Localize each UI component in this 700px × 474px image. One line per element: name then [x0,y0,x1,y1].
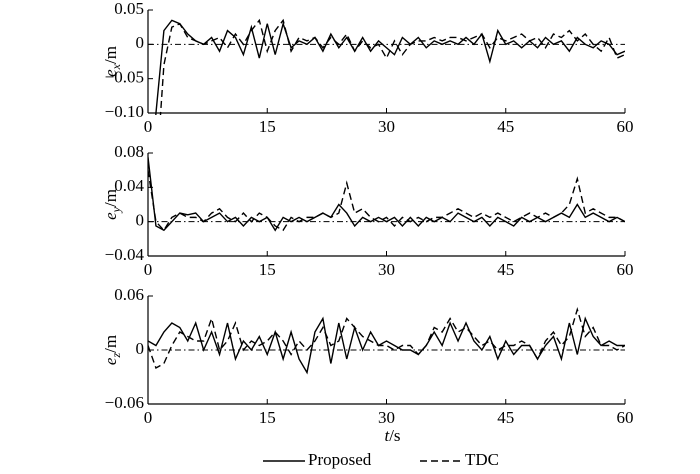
label-symbol: t [384,426,390,445]
series-line [159,18,625,115]
x-tick-label: 45 [497,260,514,279]
label-subscript: y [109,206,123,213]
x-tick-label: 0 [144,117,153,136]
y-axis-label: ex/m [101,46,123,77]
y-tick-label: −0.05 [105,68,144,87]
y-tick-label: 0.04 [114,176,144,195]
y-tick-label: −0.04 [105,245,145,264]
label-unit: /m [101,335,120,353]
x-tick-label: 30 [378,260,395,279]
y-axis-label: ez/m [101,335,123,365]
series-line [148,307,625,370]
y-tick-label: 0.06 [114,285,144,304]
label-unit: /m [101,46,120,64]
series-line [148,170,625,232]
x-tick-label: 30 [378,117,395,136]
y-axis-label: ey/m [101,189,123,220]
x-axis-label: t/s [384,426,400,445]
y-tick-label: 0.05 [114,0,144,18]
label-unit: /s [389,426,400,445]
series-line [148,316,625,375]
x-tick-label: 45 [497,117,514,136]
y-tick-label: 0 [136,339,145,358]
x-tick-label: 15 [259,260,276,279]
series-line [148,157,625,232]
x-tick-label: 15 [259,117,276,136]
series-line [155,19,625,115]
label-symbol: e [101,357,120,365]
label-symbol: e [101,212,120,220]
label-subscript: x [109,63,123,70]
y-tick-label: 0 [136,211,145,230]
y-tick-label: −0.06 [105,393,144,412]
y-tick-label: 0 [136,33,145,52]
x-tick-label: 0 [144,260,153,279]
x-tick-label: 15 [259,408,276,427]
label-unit: /m [101,189,120,207]
y-tick-label: −0.10 [105,102,144,121]
x-tick-label: 45 [497,408,514,427]
legend-label: TDC [465,450,499,469]
label-symbol: e [101,69,120,77]
x-tick-label: 60 [617,408,634,427]
x-tick-label: 60 [617,260,634,279]
x-tick-label: 60 [617,117,634,136]
label-subscript: z [109,353,123,359]
x-tick-label: 0 [144,408,153,427]
y-tick-label: 0.08 [114,142,144,161]
x-tick-label: 30 [378,408,395,427]
legend-label: Proposed [308,450,372,469]
